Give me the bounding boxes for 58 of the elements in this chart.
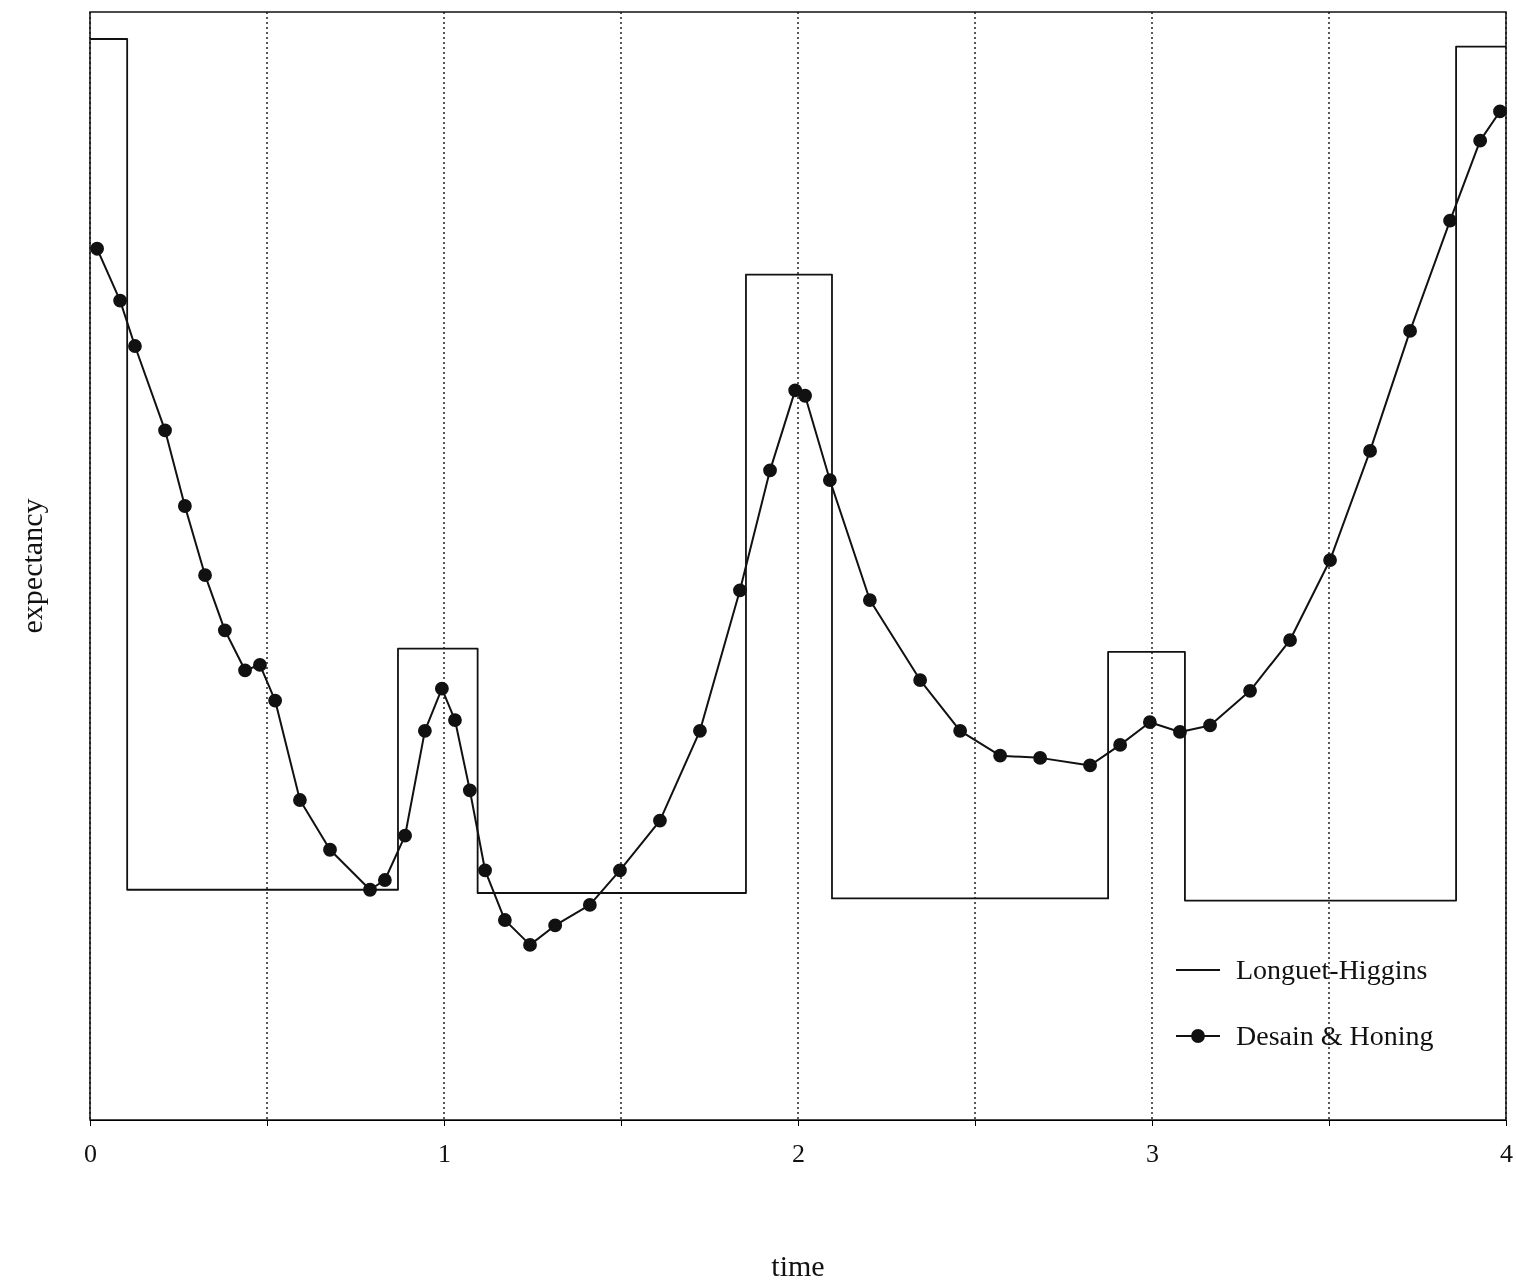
point <box>158 423 172 438</box>
point <box>523 937 537 952</box>
x-tick-label: 3 <box>1146 1139 1159 1169</box>
point <box>377 873 392 887</box>
point <box>1142 715 1157 730</box>
point <box>1243 683 1257 698</box>
point <box>128 339 142 353</box>
point <box>1493 104 1507 119</box>
point <box>1283 633 1297 647</box>
point <box>953 723 968 738</box>
point <box>323 842 337 857</box>
point <box>913 673 928 687</box>
point <box>268 693 283 708</box>
point <box>613 863 627 878</box>
point <box>448 713 462 727</box>
point <box>113 293 127 308</box>
point <box>417 723 432 738</box>
point <box>1173 725 1187 739</box>
x-tick-label: 4 <box>1500 1139 1513 1169</box>
point <box>177 499 192 513</box>
y-axis-title: expectancy <box>15 498 48 634</box>
point <box>478 863 492 878</box>
point <box>217 623 232 638</box>
point <box>1443 213 1457 228</box>
point <box>90 241 104 256</box>
point <box>363 882 377 897</box>
point <box>582 897 597 912</box>
point <box>862 593 877 607</box>
legend-label: Longuet-Higgins <box>1236 954 1428 985</box>
point <box>548 918 563 933</box>
point <box>1473 133 1488 148</box>
point <box>1033 750 1048 765</box>
point <box>238 663 252 678</box>
point <box>253 658 267 672</box>
point <box>993 748 1008 763</box>
point <box>653 813 667 828</box>
point <box>1083 758 1097 773</box>
point <box>798 388 812 403</box>
point <box>293 793 307 807</box>
point <box>1403 323 1417 338</box>
point <box>1203 718 1217 733</box>
x-tick-label: 0 <box>84 1139 97 1169</box>
point <box>763 463 777 478</box>
point <box>198 568 212 583</box>
legend-label: Desain & Honing <box>1236 1020 1434 1051</box>
point <box>1323 553 1337 567</box>
point <box>497 913 512 927</box>
point <box>398 828 412 843</box>
point <box>693 723 707 738</box>
point <box>822 473 837 487</box>
x-tick-label: 1 <box>438 1139 451 1169</box>
point <box>462 783 477 798</box>
point <box>434 681 449 696</box>
point <box>1363 443 1377 458</box>
point <box>733 583 747 598</box>
x-tick-label: 2 <box>792 1139 805 1169</box>
point <box>1113 738 1128 752</box>
x-axis-title: time <box>771 1249 825 1282</box>
